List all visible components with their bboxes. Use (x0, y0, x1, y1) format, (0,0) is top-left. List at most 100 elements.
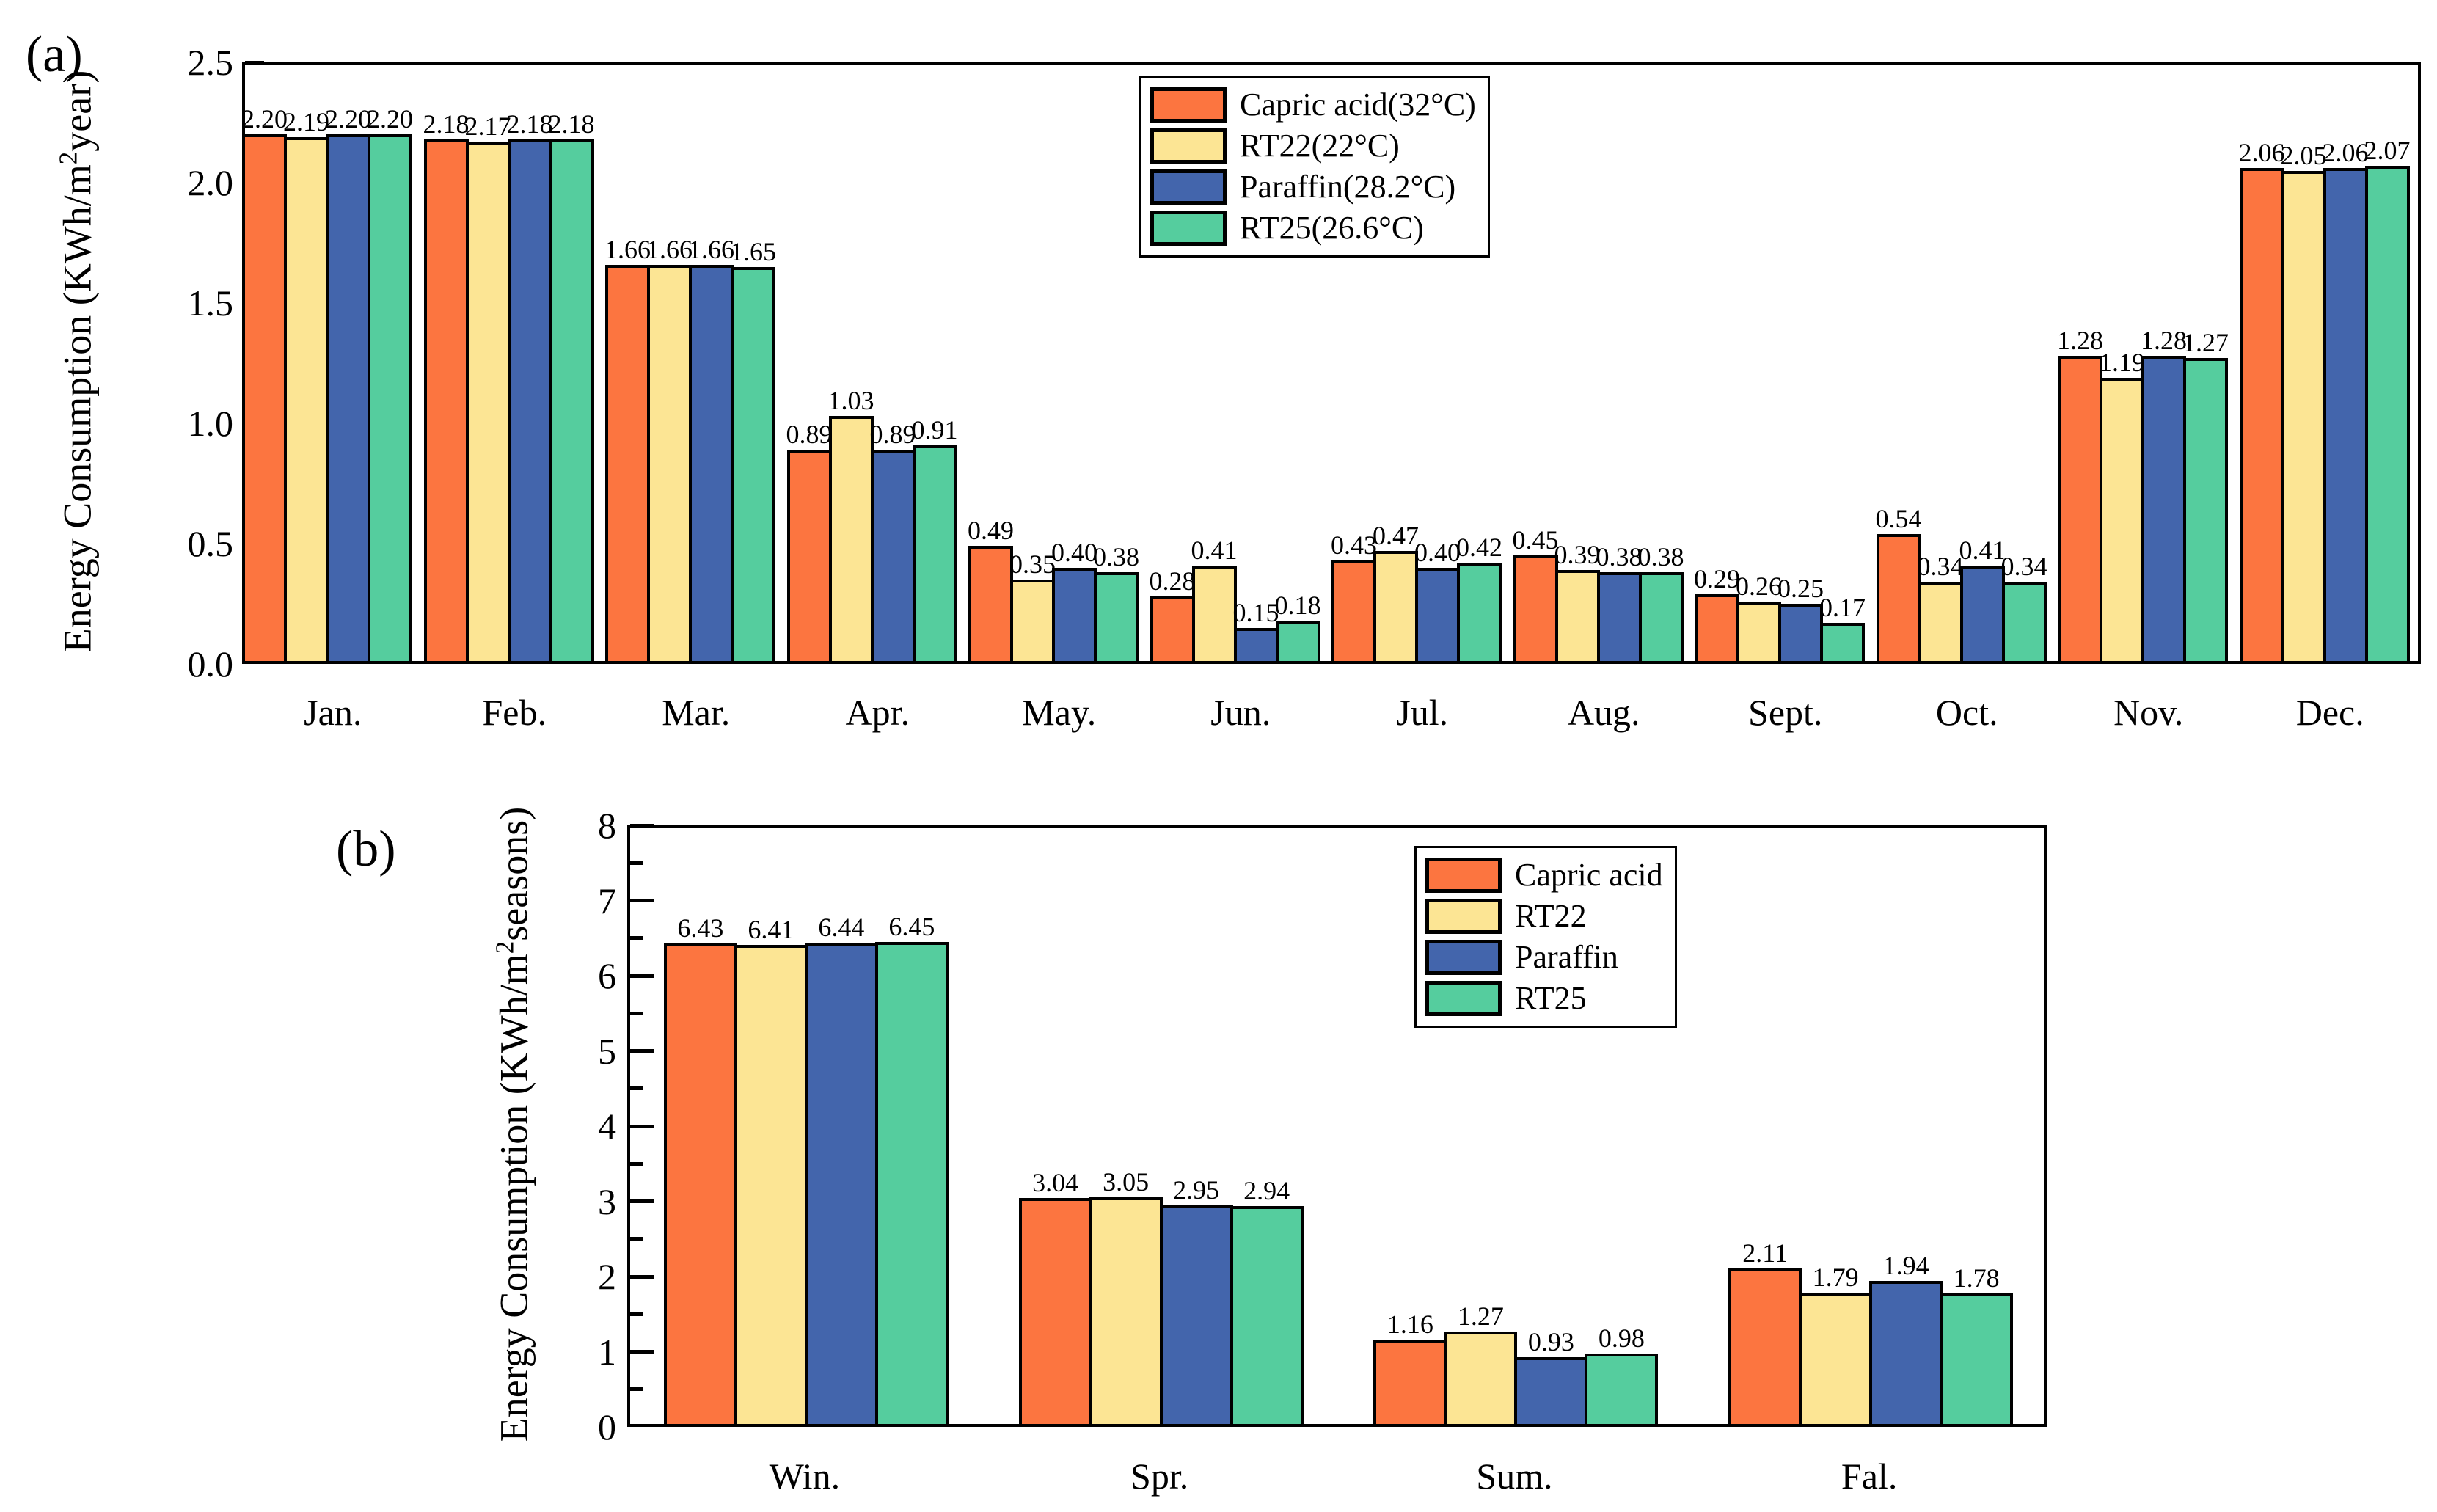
bar (663, 943, 737, 1427)
bar (507, 139, 552, 664)
legend-swatch (1425, 858, 1502, 893)
bar-value-label: 0.47 (1373, 520, 1419, 550)
x-category-label: Apr. (845, 692, 910, 733)
bar-value-label: 1.94 (1882, 1251, 1929, 1281)
bar-value-label: 0.28 (1149, 566, 1196, 596)
bar-value-label: 2.18 (548, 109, 595, 139)
bar (912, 445, 957, 664)
legend-label: RT22(22°C) (1240, 128, 1400, 164)
y-minor-tick (630, 1237, 643, 1241)
panel-b-label: (b) (336, 821, 396, 877)
bar (2323, 168, 2368, 664)
legend-label: RT25 (1515, 980, 1587, 1016)
bar (465, 142, 511, 664)
bar-value-label: 0.89 (786, 420, 833, 450)
bar-value-label: 1.19 (2099, 347, 2145, 377)
y-minor-tick (630, 1312, 643, 1316)
legend: Capric acid RT22 Paraffin RT25 (1414, 846, 1677, 1028)
y-major-tick (630, 1199, 654, 1203)
bar (1695, 594, 1739, 664)
y-axis-title: Energy Consumption (KWh/m2year) (54, 70, 100, 653)
bar-value-label: 0.91 (911, 414, 958, 445)
y-tick-label: 0.5 (187, 523, 234, 564)
bar-value-label: 0.45 (1512, 525, 1559, 555)
bar-value-label: 0.89 (869, 420, 916, 450)
x-category-label: Spr. (1130, 1456, 1189, 1497)
bar (1736, 601, 1781, 664)
bar-value-label: 6.45 (888, 911, 935, 941)
legend-swatch (1150, 211, 1227, 246)
bar (1820, 623, 1865, 664)
bar-value-label: 2.95 (1173, 1175, 1220, 1205)
y-tick-label: 2 (598, 1256, 616, 1297)
bar (1799, 1292, 1873, 1427)
bar (1010, 580, 1055, 664)
bar-value-label: 0.93 (1527, 1326, 1574, 1356)
legend-swatch (1150, 87, 1227, 123)
bar (2058, 356, 2102, 664)
bar-value-label: 1.27 (1457, 1301, 1504, 1331)
bar-value-label: 6.41 (748, 914, 794, 944)
legend-label: Capric acid (1515, 857, 1663, 893)
bar (1373, 1340, 1447, 1427)
bar-value-label: 3.05 (1103, 1167, 1150, 1197)
x-category-label: Oct. (1935, 692, 1998, 733)
y-major-tick (630, 1049, 654, 1053)
x-category-label: Jan. (304, 692, 362, 733)
legend-item: RT22(22°C) (1150, 126, 1476, 166)
legend-item: Capric acid(32°C) (1150, 85, 1476, 125)
bar-value-label: 1.65 (730, 236, 776, 266)
bar (734, 944, 808, 1427)
bar-value-label: 0.29 (1694, 563, 1740, 594)
bar (1514, 1356, 1588, 1427)
y-tick-label: 1 (598, 1331, 616, 1373)
legend-swatch (1425, 899, 1502, 934)
bar-value-label: 1.66 (688, 234, 734, 264)
bar-value-label: 2.18 (423, 109, 470, 139)
bar (828, 416, 874, 664)
legend-swatch (1150, 128, 1227, 164)
y-major-tick (630, 823, 654, 828)
bar-value-label: 0.34 (2001, 552, 2047, 582)
y-tick-label: 0 (598, 1406, 616, 1447)
x-category-label: Dec. (2295, 692, 2364, 733)
y-minor-tick (630, 1086, 643, 1091)
y-tick-label: 0.0 (187, 643, 234, 684)
bar-value-label: 0.41 (1191, 535, 1238, 565)
bar-value-label: 0.26 (1736, 571, 1782, 601)
bar (1513, 555, 1558, 664)
bar (1018, 1198, 1092, 1427)
bar (2141, 356, 2186, 664)
bar-value-label: 0.35 (1009, 549, 1056, 580)
x-category-label: Nov. (2113, 692, 2184, 733)
bar (1457, 563, 1502, 664)
legend-item: Capric acid (1425, 855, 1663, 895)
y-major-tick (630, 1350, 654, 1354)
legend-item: RT25 (1425, 979, 1663, 1018)
bar (2001, 582, 2047, 664)
bar (804, 942, 878, 1427)
legend-label: Paraffin (1515, 939, 1618, 975)
bar-value-label: 2.20 (241, 104, 288, 134)
bar (1275, 620, 1320, 664)
x-category-label: Feb. (482, 692, 547, 733)
y-tick-label: 1.5 (187, 282, 234, 324)
legend-item: RT25(26.6°C) (1150, 208, 1476, 248)
x-category-label: May. (1022, 692, 1097, 733)
legend: Capric acid(32°C) RT22(22°C) Paraffin(28.2… (1139, 76, 1490, 258)
bar-value-label: 0.54 (1875, 503, 1922, 533)
bar-value-label: 1.28 (2141, 326, 2187, 356)
bar (647, 264, 692, 664)
y-tick-label: 1.0 (187, 403, 234, 444)
y-tick-label: 6 (598, 955, 616, 996)
bar-value-label: 1.27 (2182, 328, 2229, 358)
bar-value-label: 2.05 (2280, 140, 2327, 170)
bar-value-label: 2.17 (464, 112, 511, 142)
bar (689, 264, 734, 664)
bar (1373, 550, 1418, 664)
bar (1331, 560, 1376, 664)
y-tick-label: 5 (598, 1030, 616, 1072)
bar-value-label: 2.20 (367, 104, 413, 134)
legend-swatch (1425, 940, 1502, 975)
